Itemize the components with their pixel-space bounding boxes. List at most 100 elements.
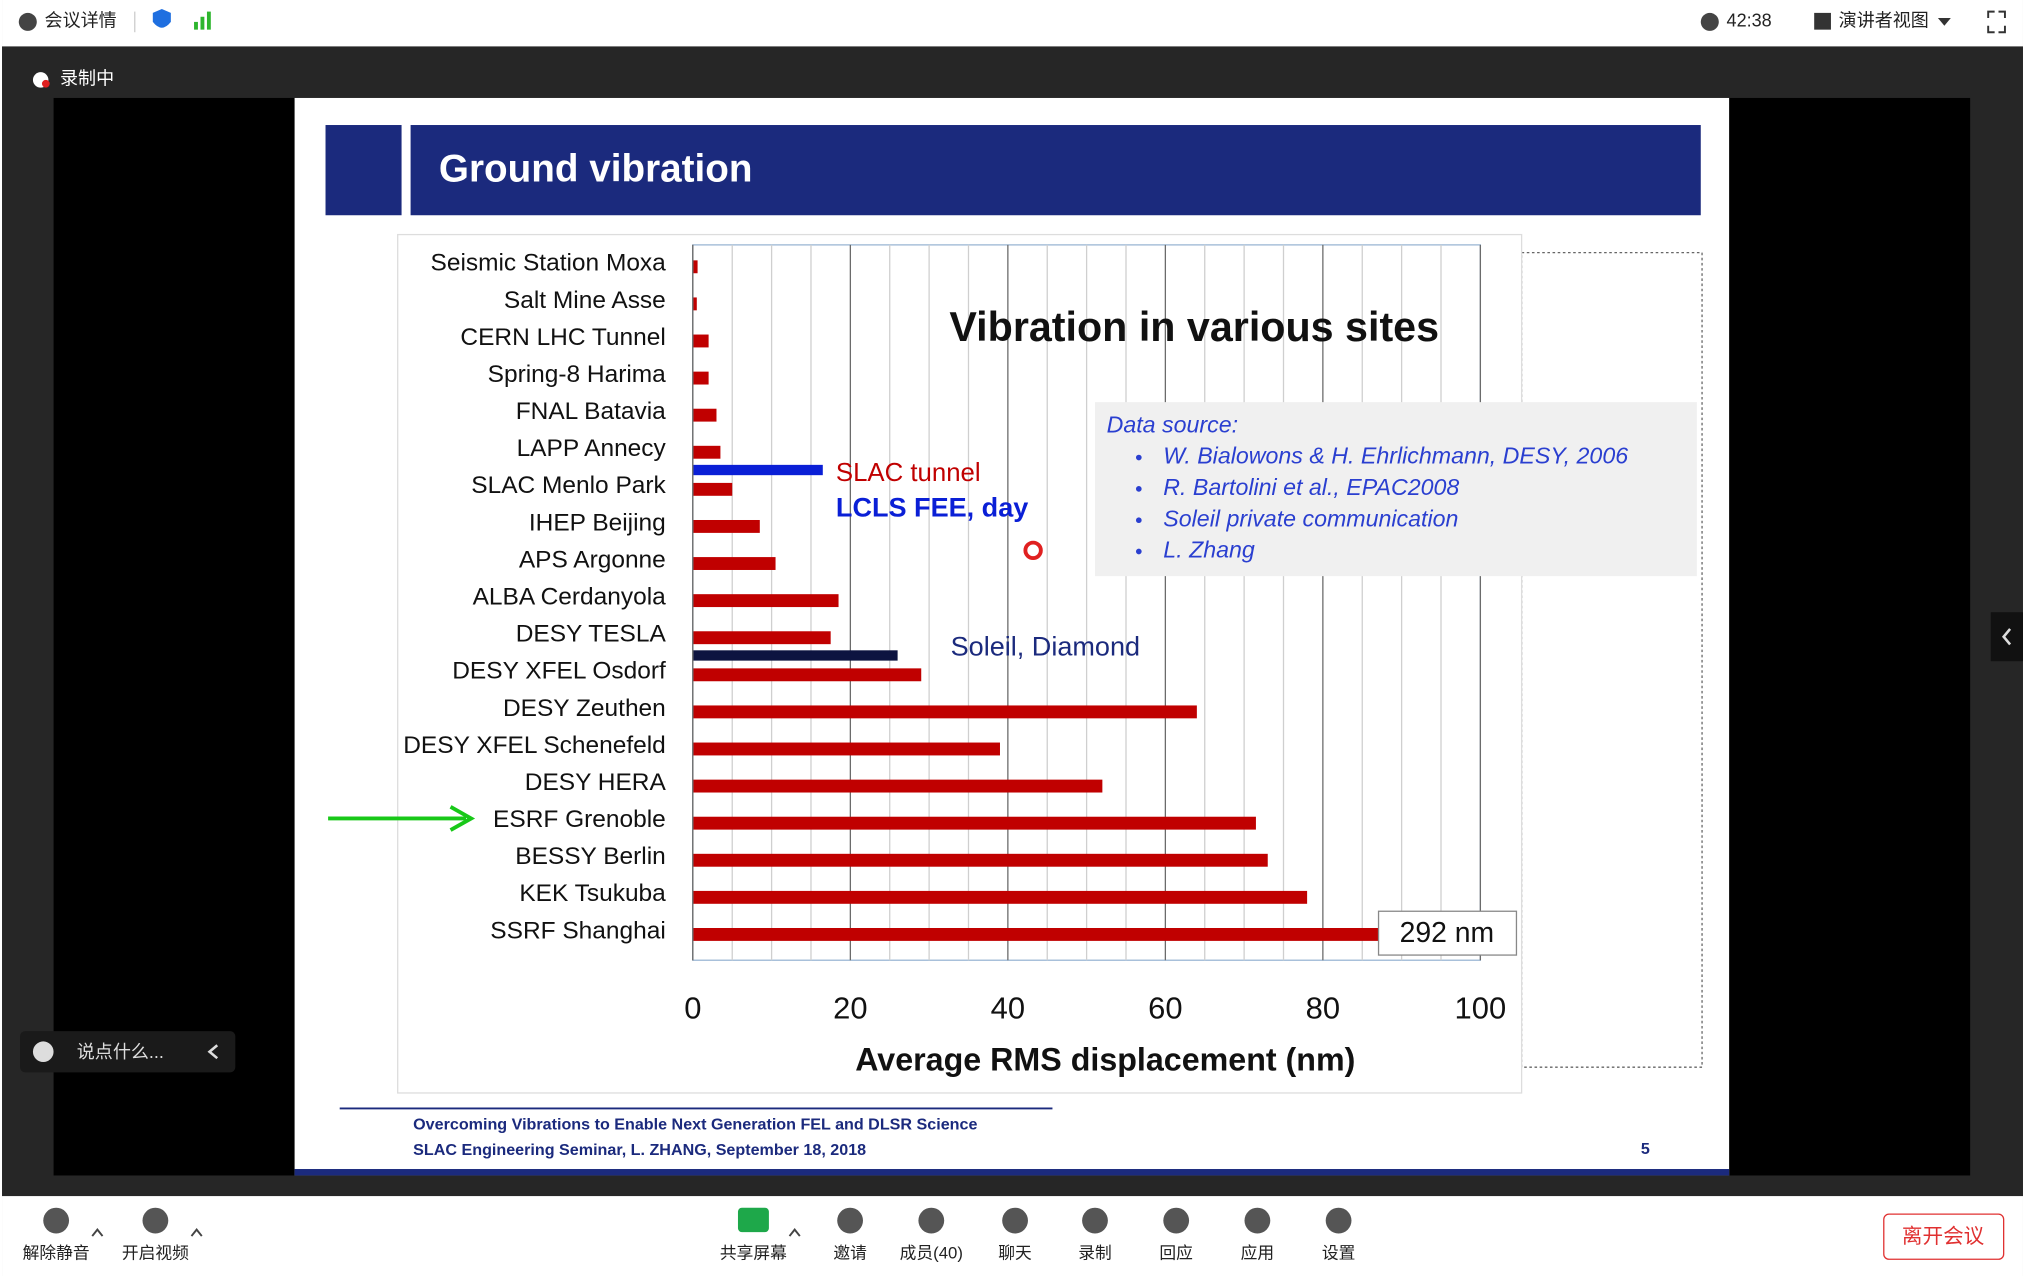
bar bbox=[692, 890, 1308, 904]
toolbar-icon[interactable] bbox=[142, 1207, 169, 1234]
toolbar-label[interactable]: 成员(40) bbox=[900, 1244, 963, 1263]
bar bbox=[692, 482, 733, 496]
toolbar-label[interactable]: 聊天 bbox=[998, 1244, 1032, 1263]
category-label: ALBA Cerdanyola bbox=[473, 584, 667, 611]
toolbar-icon[interactable] bbox=[1082, 1207, 1108, 1234]
x-tick-label: 40 bbox=[991, 991, 1025, 1026]
toolbar-icon[interactable] bbox=[1325, 1207, 1352, 1234]
top-bar bbox=[2, 0, 2023, 47]
toolbar-icon[interactable] bbox=[43, 1207, 70, 1234]
bar bbox=[692, 297, 697, 311]
value-label-box bbox=[1377, 910, 1518, 956]
emoji-icon[interactable] bbox=[32, 1041, 54, 1063]
chat-placeholder[interactable]: 说点什么... bbox=[77, 1042, 164, 1062]
slide-title: Ground vibration bbox=[439, 148, 753, 191]
toolbar-label[interactable]: 共享屏幕 bbox=[720, 1244, 787, 1263]
leave-label[interactable]: 离开会议 bbox=[1902, 1225, 1985, 1248]
title-band bbox=[410, 125, 1701, 216]
toolbar-caret[interactable] bbox=[91, 1228, 104, 1237]
toolbar-icon[interactable] bbox=[918, 1207, 945, 1234]
slide-bottom-bar bbox=[294, 1169, 1730, 1176]
pointer-arrowhead bbox=[449, 805, 476, 832]
series-label: LCLS FEE, day bbox=[836, 492, 1028, 522]
category-label: DESY HERA bbox=[525, 769, 667, 796]
toolbar-icon[interactable] bbox=[837, 1207, 863, 1234]
record-dot bbox=[41, 79, 50, 88]
footer-line: Overcoming Vibrations to Enable Next Gen… bbox=[413, 1115, 977, 1133]
toolbar-caret[interactable] bbox=[190, 1228, 203, 1237]
bar bbox=[692, 371, 709, 385]
category-label: ESRF Grenoble bbox=[493, 806, 666, 833]
dropdown-arrow[interactable] bbox=[1937, 18, 1951, 26]
signal-icon bbox=[194, 11, 211, 30]
collapse-icon[interactable] bbox=[207, 1044, 219, 1060]
timer: 42:38 bbox=[1727, 11, 1772, 31]
category-label: Salt Mine Asse bbox=[504, 287, 666, 314]
toolbar-label[interactable]: 解除静音 bbox=[23, 1244, 90, 1263]
chat-box[interactable] bbox=[20, 1031, 236, 1073]
bar bbox=[692, 464, 823, 476]
bullet bbox=[1135, 517, 1142, 524]
category-label: Spring-8 Harima bbox=[488, 361, 667, 388]
bar bbox=[692, 742, 1000, 756]
leave-button[interactable] bbox=[1883, 1213, 2005, 1260]
data-source-box bbox=[1094, 402, 1697, 577]
bullet bbox=[1135, 486, 1142, 492]
toolbar-label[interactable]: 录制 bbox=[1078, 1244, 1112, 1263]
category-label: CERN LHC Tunnel bbox=[460, 324, 665, 351]
toolbar-label[interactable]: 邀请 bbox=[833, 1244, 867, 1263]
meeting-info[interactable]: 会议详情 bbox=[45, 11, 117, 31]
bar bbox=[692, 445, 721, 459]
category-label: APS Argonne bbox=[519, 546, 666, 573]
shield-icon bbox=[152, 9, 171, 28]
bar bbox=[692, 779, 1103, 793]
bar bbox=[692, 853, 1268, 867]
view-mode[interactable]: 演讲者视图 bbox=[1839, 11, 1929, 31]
chart: 0 20 40 60 80 100 Average RMS displacement (nm… bbox=[328, 244, 1697, 1078]
data-source-heading: Data source: bbox=[1107, 412, 1238, 438]
laser-pointer bbox=[1023, 540, 1043, 561]
category-label: DESY Zeuthen bbox=[503, 695, 666, 722]
toolbar-items: 解除静音 开启视频 共享屏幕 邀请 成员(40) 聊天 录制 回应 应用 设置 bbox=[23, 1207, 1356, 1263]
bar bbox=[692, 557, 776, 570]
bar bbox=[692, 650, 898, 661]
toolbar-icon[interactable] bbox=[1002, 1207, 1028, 1234]
title-block bbox=[325, 125, 402, 216]
bullet bbox=[1135, 548, 1142, 555]
category-label: IHEP Beijing bbox=[529, 509, 666, 536]
info-icon bbox=[18, 12, 37, 31]
bar bbox=[692, 668, 922, 682]
page-number: 5 bbox=[1641, 1140, 1650, 1158]
toolbar-icon[interactable] bbox=[1244, 1207, 1271, 1234]
toolbar-icon[interactable] bbox=[1163, 1207, 1190, 1234]
toolbar-icon[interactable] bbox=[737, 1207, 769, 1233]
bar bbox=[692, 928, 1481, 941]
bar bbox=[692, 816, 1256, 830]
bar bbox=[692, 334, 709, 348]
side-tab-arrow[interactable] bbox=[2001, 628, 2012, 646]
toolbar-label[interactable]: 开启视频 bbox=[122, 1244, 189, 1263]
toolbar-label[interactable]: 应用 bbox=[1241, 1244, 1275, 1263]
view-icon bbox=[1814, 12, 1831, 30]
bar bbox=[692, 519, 760, 533]
bullet bbox=[1135, 454, 1142, 461]
x-tick-label: 60 bbox=[1148, 991, 1182, 1026]
category-label: LAPP Annecy bbox=[517, 435, 667, 462]
category-label: KEK Tsukuba bbox=[519, 880, 666, 907]
bar bbox=[692, 631, 831, 645]
bar bbox=[692, 260, 698, 274]
footer-line: SLAC Engineering Seminar, L. ZHANG, Sept… bbox=[413, 1141, 866, 1159]
toolbar-label[interactable]: 回应 bbox=[1159, 1244, 1193, 1263]
fullscreen-icon[interactable] bbox=[1987, 10, 2006, 34]
data-source-item: Soleil private communication bbox=[1163, 505, 1458, 531]
toolbar-caret[interactable] bbox=[788, 1228, 801, 1237]
category-label: SLAC Menlo Park bbox=[471, 472, 666, 499]
recording-label: 录制中 bbox=[60, 69, 114, 89]
toolbar-label[interactable]: 设置 bbox=[1322, 1244, 1356, 1263]
series-label: Soleil, Diamond bbox=[951, 631, 1140, 661]
x-tick-label: 20 bbox=[833, 991, 867, 1026]
x-tick-label: 0 bbox=[684, 991, 701, 1026]
side-tab[interactable] bbox=[1990, 612, 2023, 662]
